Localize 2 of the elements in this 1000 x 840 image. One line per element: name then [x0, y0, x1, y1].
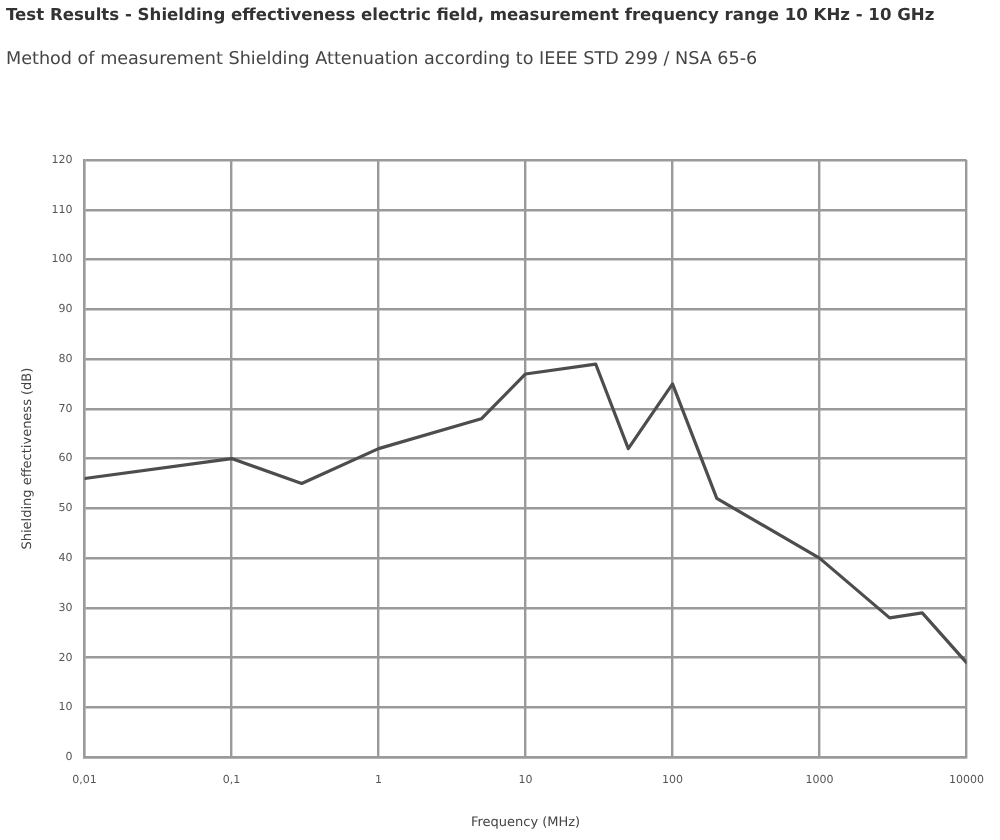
chart-subtitle: Method of measurement Shielding Attenuation according to IEEE STD 299 / NSA 65-6 [6, 50, 758, 70]
chart-title: Test Results - Shielding effectiveness electric field, measurement frequency range 10 KHz - 10 GHz [6, 4, 935, 24]
